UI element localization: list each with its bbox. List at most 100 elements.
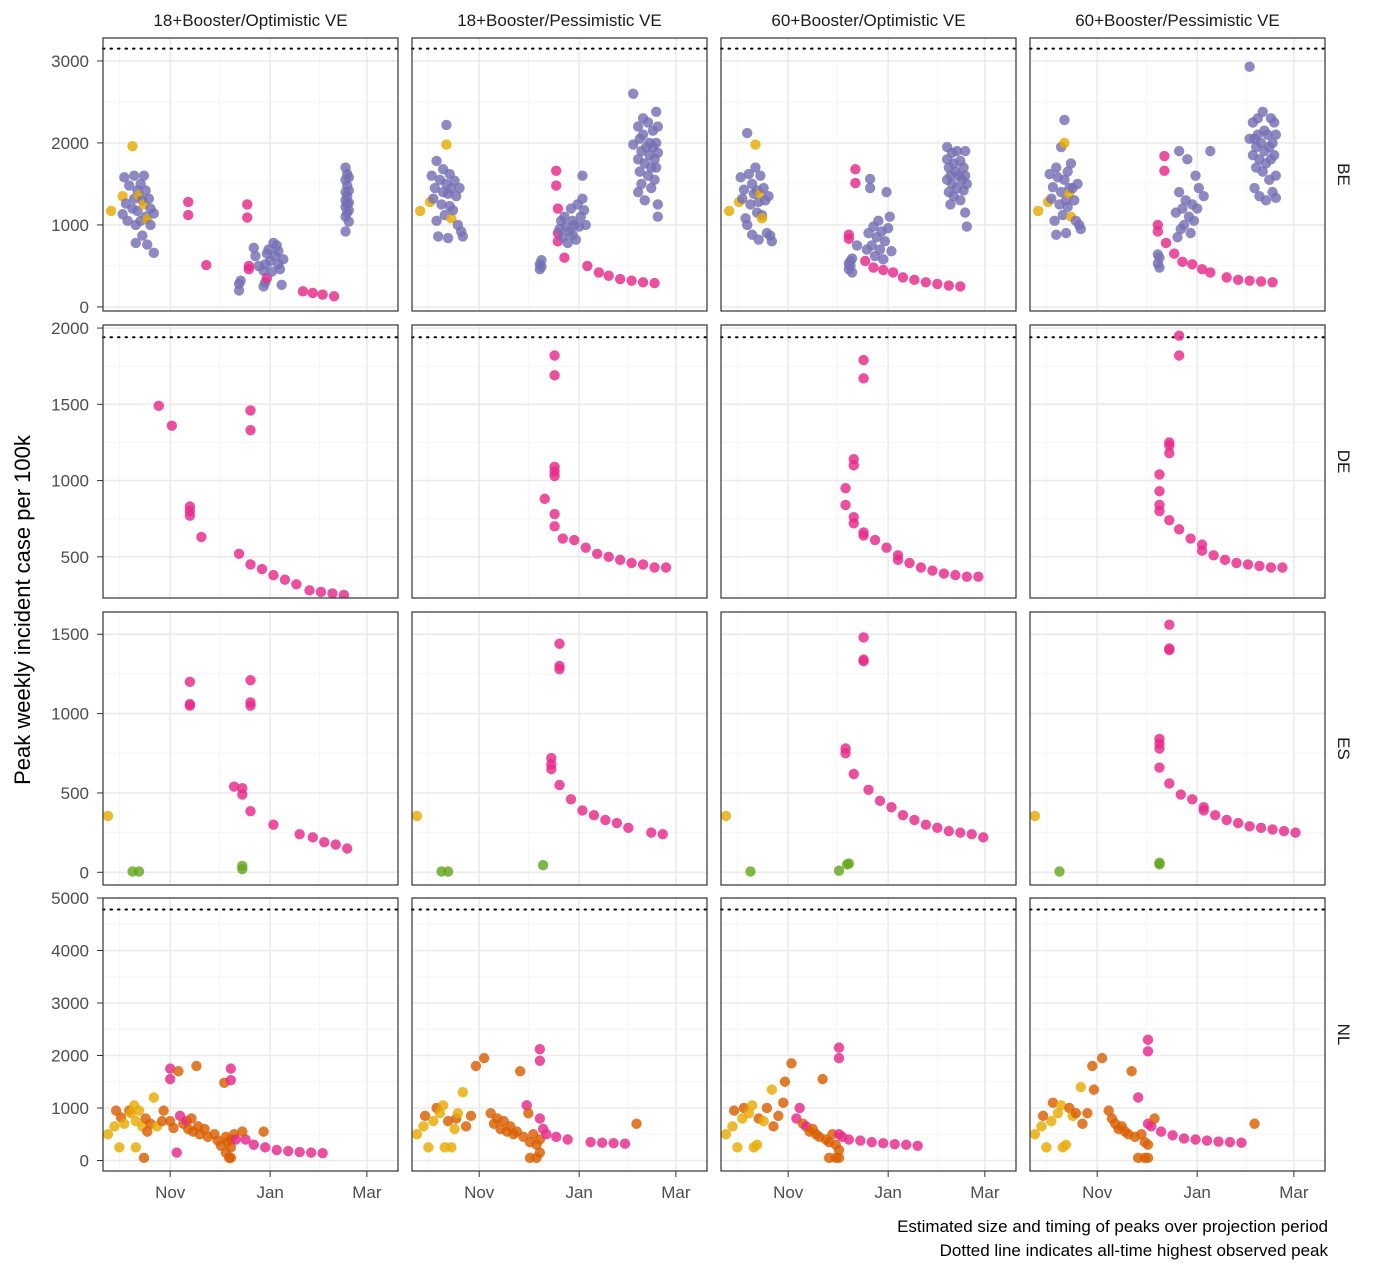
data-point xyxy=(569,534,580,546)
data-point xyxy=(614,273,626,285)
data-point xyxy=(851,240,863,251)
data-point xyxy=(843,858,855,869)
data-point xyxy=(874,244,886,255)
data-point xyxy=(130,1142,141,1153)
data-point xyxy=(840,482,851,494)
data-point xyxy=(122,215,133,227)
data-point xyxy=(582,260,593,272)
data-point xyxy=(887,267,899,278)
data-point xyxy=(1219,554,1231,566)
data-point xyxy=(961,178,973,190)
data-point xyxy=(196,531,207,543)
panel-background xyxy=(412,612,707,885)
data-point xyxy=(183,209,194,221)
data-point xyxy=(869,534,881,546)
data-point xyxy=(1262,129,1273,140)
data-point xyxy=(454,182,465,194)
data-point xyxy=(1255,137,1267,149)
data-point xyxy=(758,1115,769,1127)
data-point xyxy=(761,1102,773,1114)
data-point xyxy=(1190,170,1201,181)
data-point xyxy=(426,170,437,181)
data-point xyxy=(758,182,769,194)
data-point xyxy=(973,571,984,582)
y-tick-label: 2000 xyxy=(51,1047,89,1066)
data-point xyxy=(128,170,140,181)
data-point xyxy=(932,822,943,834)
x-tick-label: Nov xyxy=(1082,1183,1113,1202)
points-group xyxy=(840,354,984,582)
data-point xyxy=(904,557,915,569)
points-group xyxy=(153,400,350,598)
data-point xyxy=(580,542,591,553)
data-point xyxy=(858,354,869,366)
panel-border xyxy=(720,324,1017,599)
data-point xyxy=(173,1066,184,1077)
y-tick-label: 1500 xyxy=(51,625,89,644)
data-point xyxy=(1072,178,1083,190)
data-point xyxy=(478,1052,490,1064)
data-point xyxy=(1047,1097,1059,1108)
data-point xyxy=(650,162,662,173)
column-strip-label: 18+Booster/Optimistic VE xyxy=(153,11,347,30)
data-point xyxy=(882,222,894,234)
data-point xyxy=(794,1102,805,1114)
data-point xyxy=(1201,1135,1213,1146)
data-point xyxy=(138,170,150,181)
data-point xyxy=(317,1147,328,1159)
data-point xyxy=(276,279,287,290)
panel-background xyxy=(103,612,398,885)
data-point xyxy=(652,199,664,210)
data-point xyxy=(1167,1130,1178,1141)
panels-layer xyxy=(102,37,1326,1172)
data-point xyxy=(225,1063,237,1074)
data-point xyxy=(889,1139,900,1150)
data-point xyxy=(436,199,447,210)
facet-panel xyxy=(1029,611,1326,886)
y-tick-label: 1000 xyxy=(51,216,89,235)
data-point xyxy=(881,186,892,198)
data-point xyxy=(955,827,966,838)
data-point xyxy=(148,247,160,258)
panel-border xyxy=(411,897,708,1172)
data-point xyxy=(1062,166,1073,177)
data-point xyxy=(1164,440,1175,451)
data-point xyxy=(1173,186,1185,198)
y-tick-label: 1000 xyxy=(51,472,89,491)
data-point xyxy=(1159,150,1170,162)
data-point xyxy=(225,1152,237,1164)
data-point xyxy=(1051,229,1062,240)
data-point xyxy=(549,470,560,482)
data-point xyxy=(732,1142,743,1153)
data-point xyxy=(184,510,196,521)
data-point xyxy=(1032,205,1044,217)
facet-panel xyxy=(720,324,1017,599)
data-point xyxy=(233,285,245,296)
data-point xyxy=(1069,195,1080,206)
data-point xyxy=(237,1126,248,1137)
data-point xyxy=(737,193,748,204)
points-group xyxy=(1030,619,1301,877)
data-point xyxy=(763,191,774,202)
data-point xyxy=(1142,1139,1154,1150)
facet-panel xyxy=(720,611,1017,886)
data-point xyxy=(258,1126,269,1137)
x-tick-label: Jan xyxy=(256,1183,283,1202)
data-point xyxy=(642,117,654,128)
x-tick-label: Jan xyxy=(565,1183,592,1202)
data-point xyxy=(1244,61,1255,72)
data-point xyxy=(608,1137,619,1149)
facet-panel xyxy=(720,897,1017,1172)
data-point xyxy=(156,1115,168,1127)
data-point xyxy=(305,1147,317,1158)
column-strip-label: 18+Booster/Pessimistic VE xyxy=(457,11,662,30)
data-point xyxy=(886,245,897,257)
data-point xyxy=(603,551,614,563)
data-point xyxy=(304,585,315,596)
data-point xyxy=(1290,827,1301,838)
data-point xyxy=(1270,129,1282,140)
panel-border xyxy=(102,37,399,312)
data-point xyxy=(1154,262,1165,273)
data-point xyxy=(138,1152,150,1164)
data-point xyxy=(912,1140,923,1152)
